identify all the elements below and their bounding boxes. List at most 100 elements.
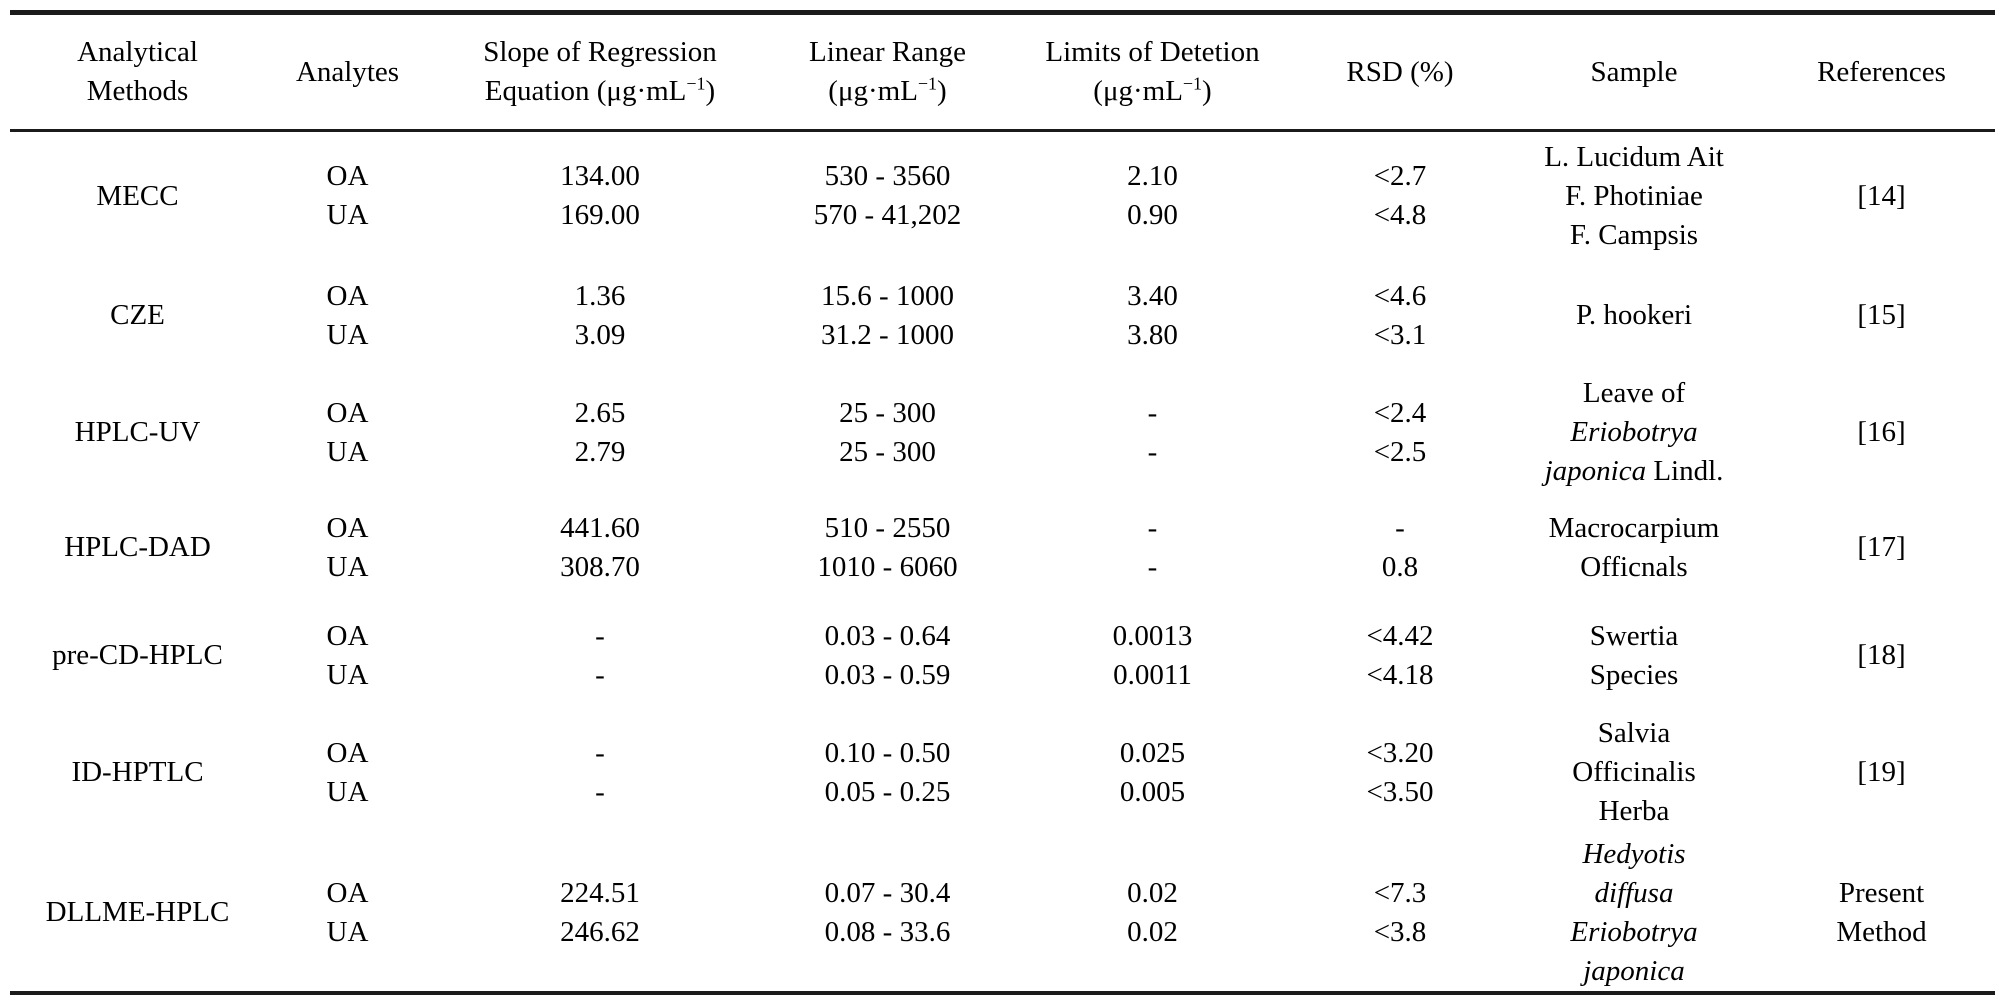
analytes-value: UA — [326, 775, 369, 808]
analytes-value: UA — [326, 435, 369, 468]
analytes-cell: OA UA — [265, 131, 430, 261]
linear-range-value: 25 - 300 — [839, 396, 936, 429]
lod-cell: -- — [1005, 371, 1300, 495]
header-label-line: Analytical — [77, 36, 198, 68]
slope-value: 224.51 — [560, 876, 640, 909]
analytes-cell: OA UA — [265, 371, 430, 495]
linear-range-value: 530 - 3560 — [824, 160, 951, 193]
sample-cell: Macrocarpium Officnals — [1500, 495, 1768, 601]
method-cell: DLLME-HPLC — [10, 835, 265, 993]
sample-cell: Swertia Species — [1500, 601, 1768, 711]
sample-line: japonica Lindl. — [1500, 452, 1768, 491]
slope-cell: 224.51 246.62 — [430, 835, 770, 993]
method-name: pre-CD-HPLC — [52, 639, 223, 671]
analytes-value: OA — [326, 736, 369, 769]
sample-text: Swertia — [1589, 619, 1679, 652]
header-row: Analytical Methods Analytes Slope of Regres… — [10, 13, 1995, 131]
linear-range-value: 31.2 - 1000 — [821, 318, 954, 351]
table-row: CZE OA UA 1.36 3.09 15.6 - 1000 31.2 - 1000 3.4… — [10, 261, 1995, 371]
header-label-line: References — [1817, 55, 1946, 88]
rsd-cell: <7.3 <3.8 — [1300, 835, 1500, 993]
sample-text: P. hookeri — [1576, 299, 1692, 331]
sample-line: F. Photiniae — [1500, 177, 1768, 216]
rsd-value: <7.3 — [1373, 876, 1427, 909]
sample-cell: Salvia Officinalis Herba — [1500, 711, 1768, 835]
method-name: MECC — [96, 179, 179, 212]
analytes-value: UA — [326, 915, 369, 948]
rsd-cell: <4.6 <3.1 — [1300, 261, 1500, 371]
lod-value: 3.40 — [1127, 279, 1178, 312]
sample-line: Officinalis — [1500, 753, 1768, 792]
superscript-exponent: −1 — [686, 73, 706, 94]
lod-value: 0.02 — [1127, 915, 1178, 948]
lod-value: - — [1147, 550, 1158, 583]
species-name: Eriobotrya — [1570, 416, 1698, 448]
column-header-lod: Limits of Detetion (μg·mL−1) — [1005, 13, 1300, 131]
rsd-cell: - 0.8 — [1300, 495, 1500, 601]
method-cell: HPLC-UV — [10, 371, 265, 495]
rsd-value: <4.18 — [1366, 658, 1434, 691]
analytes-value: UA — [326, 199, 369, 232]
table-header: Analytical Methods Analytes Slope of Regres… — [10, 13, 1995, 131]
header-unit-line: (μg·mL−1) — [1005, 72, 1300, 111]
reference-value: [14] — [1857, 179, 1906, 212]
rsd-value: <2.4 — [1373, 396, 1427, 429]
species-name: Eriobotrya — [1570, 915, 1698, 948]
header-label-line: RSD (%) — [1346, 55, 1454, 88]
lod-value: 2.10 — [1127, 160, 1178, 193]
slope-value: 169.00 — [560, 199, 640, 232]
sample-text: Macrocarpium — [1548, 511, 1720, 544]
reference-cell: [15] — [1768, 261, 1995, 371]
sample-text: F. Photiniae — [1565, 179, 1703, 212]
slope-value: 134.00 — [560, 160, 640, 193]
unit-suffix: ) — [937, 75, 947, 107]
rsd-cell: <3.20 <3.50 — [1300, 711, 1500, 835]
header-label-line: Methods — [86, 75, 189, 107]
lod-value: - — [1147, 396, 1158, 429]
column-header-analytes: Analytes — [265, 13, 430, 131]
slope-cell: 2.65 2.79 — [430, 371, 770, 495]
lod-value: - — [1147, 511, 1158, 544]
reference-value: [15] — [1857, 299, 1906, 331]
rsd-value: <4.6 — [1373, 279, 1427, 312]
lod-cell: 0.025 0.005 — [1005, 711, 1300, 835]
unit-suffix: ) — [705, 75, 716, 107]
slope-cell: -- — [430, 711, 770, 835]
rsd-value: <4.8 — [1373, 199, 1427, 232]
superscript-exponent: −1 — [917, 73, 938, 94]
sample-text: F. Campsis — [1569, 218, 1699, 251]
table-row: HPLC-UV OA UA 2.65 2.79 25 - 300 25 - 300- - <2.… — [10, 371, 1995, 495]
unit-suffix: ) — [1202, 75, 1212, 107]
reference-cell: [18] — [1768, 601, 1995, 711]
lod-cell: 2.10 0.90 — [1005, 131, 1300, 261]
method-cell: ID-HPTLC — [10, 711, 265, 835]
rsd-value: <3.8 — [1373, 915, 1427, 948]
linear-range-cell: 0.07 - 30.4 0.08 - 33.6 — [770, 835, 1005, 993]
reference-value: [17] — [1857, 531, 1906, 563]
lod-value: 0.0011 — [1113, 658, 1192, 691]
rsd-value: <2.5 — [1373, 435, 1427, 468]
lod-value: 0.02 — [1127, 876, 1178, 909]
table-row: MECC OA UA 134.00 169.00 530 - 3560 570 - 41,2… — [10, 131, 1995, 261]
reference-cell: [14] — [1768, 131, 1995, 261]
superscript-exponent: −1 — [1182, 73, 1203, 94]
header-label-line: Limits of Detetion — [1045, 36, 1260, 68]
lod-value: - — [1147, 435, 1158, 468]
rsd-cell: <2.7 <4.8 — [1300, 131, 1500, 261]
reference-cell: [16] — [1768, 371, 1995, 495]
table-row: ID-HPTLC OA UA - -0.10 - 0.50 0.05 - 0.25 0.02… — [10, 711, 1995, 835]
analytes-value: UA — [326, 318, 369, 351]
linear-range-cell: 15.6 - 1000 31.2 - 1000 — [770, 261, 1005, 371]
sample-cell: L. Lucidum Ait F. Photiniae F. Campsis — [1500, 131, 1768, 261]
linear-range-value: 0.05 - 0.25 — [824, 775, 951, 808]
lod-cell: 0.02 0.02 — [1005, 835, 1300, 993]
sample-line: Macrocarpium — [1500, 509, 1768, 548]
analytes-cell: OA UA — [265, 835, 430, 993]
header-label-line: Linear Range — [808, 36, 966, 68]
sample-text: Leave of — [1582, 377, 1686, 409]
linear-range-cell: 25 - 300 25 - 300 — [770, 371, 1005, 495]
species-name: diffusa — [1594, 876, 1674, 909]
slope-value: 308.70 — [560, 550, 640, 583]
sample-line: Swertia — [1500, 617, 1768, 656]
lod-value: 0.90 — [1127, 199, 1178, 232]
